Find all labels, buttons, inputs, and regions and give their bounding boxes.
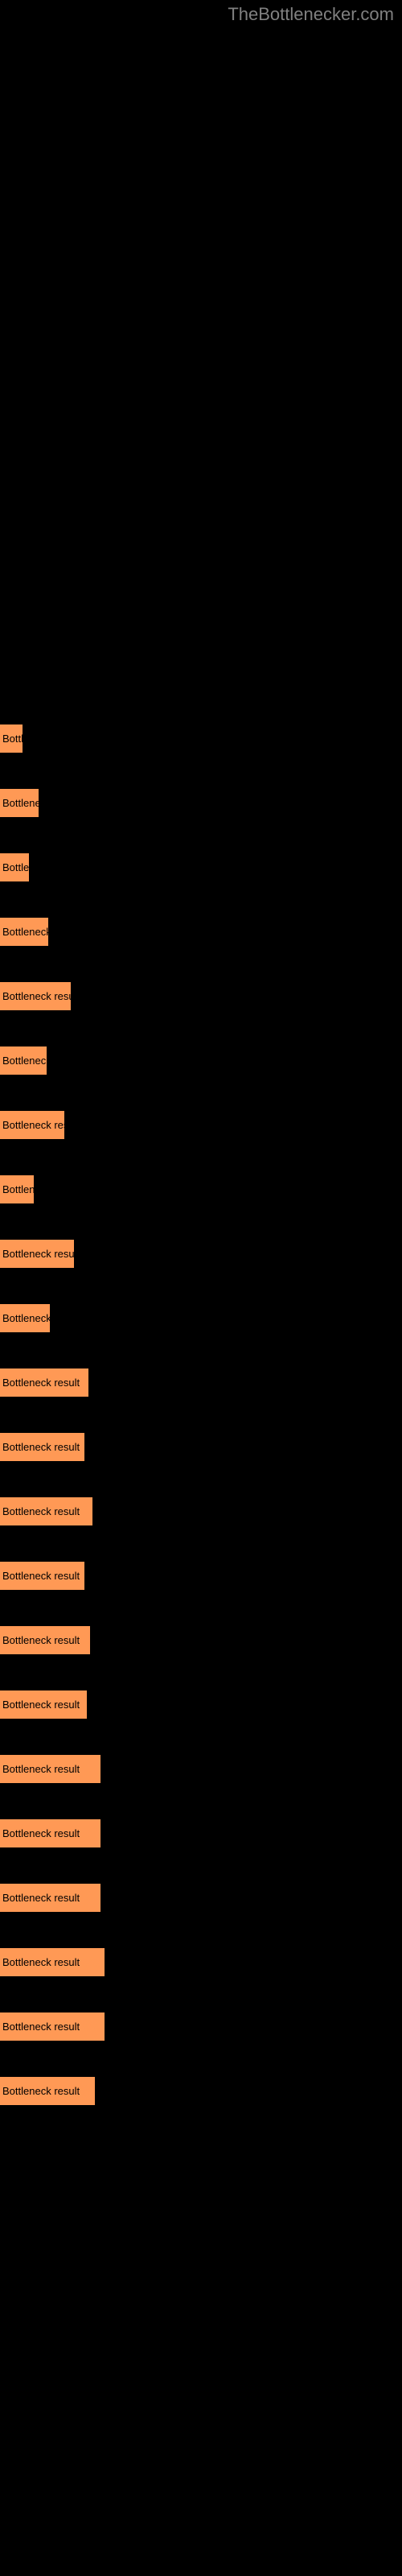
watermark-text: TheBottlenecker.com	[228, 4, 394, 25]
chart-bar: Bottleneck result	[0, 1240, 74, 1268]
chart-bar: Bottleneck result	[0, 1626, 90, 1654]
chart-bar: Bottleneck result	[0, 1046, 47, 1075]
chart-bar: Bottleneck result	[0, 1368, 88, 1397]
bar-row: Bottleneck result	[0, 1948, 402, 1976]
chart-bar: Bottleneck result	[0, 1562, 84, 1590]
bar-label: Bottleneck result	[2, 1634, 80, 1646]
chart-bar: Bottleneck result	[0, 1948, 105, 1976]
bar-label: Bottleneck result	[2, 1183, 34, 1195]
bar-label: Bottleneck result	[2, 1505, 80, 1517]
bar-row: Bottleneck result	[0, 1368, 402, 1397]
bar-row: Bottleneck result	[0, 1304, 402, 1332]
bar-label: Bottleneck result	[2, 861, 29, 873]
bar-label: Bottleneck result	[2, 1377, 80, 1389]
bar-row: Bottleneck result	[0, 789, 402, 817]
bar-row: Bottleneck result	[0, 1046, 402, 1075]
chart-bar: Bottleneck result	[0, 1304, 50, 1332]
bar-row: Bottleneck result	[0, 1562, 402, 1590]
bar-row: Bottleneck result	[0, 1626, 402, 1654]
chart-bar: Bottleneck result	[0, 2077, 95, 2105]
bar-row: Bottleneck result	[0, 853, 402, 881]
chart-bar: Bottleneck result	[0, 1175, 34, 1203]
bar-row: Bottleneck result	[0, 1497, 402, 1525]
bar-row: Bottleneck result	[0, 1433, 402, 1461]
bar-row: Bottleneck result	[0, 1755, 402, 1783]
chart-bar: Bottleneck result	[0, 2013, 105, 2041]
chart-bar: Bottleneck result	[0, 724, 23, 753]
bar-row: Bottleneck result	[0, 982, 402, 1010]
bar-label: Bottleneck result	[2, 797, 39, 809]
chart-bar: Bottleneck result	[0, 1497, 92, 1525]
bar-label: Bottleneck result	[2, 2021, 80, 2033]
bar-label: Bottleneck result	[2, 733, 23, 745]
chart-bar: Bottleneck result	[0, 982, 71, 1010]
chart-bar: Bottleneck result	[0, 1819, 100, 1847]
bar-row: Bottleneck result	[0, 2013, 402, 2041]
bar-row: Bottleneck result	[0, 1819, 402, 1847]
bar-label: Bottleneck result	[2, 1763, 80, 1775]
chart-bar: Bottleneck result	[0, 918, 48, 946]
bar-label: Bottleneck result	[2, 1892, 80, 1904]
chart-bar: Bottleneck result	[0, 1433, 84, 1461]
bar-row: Bottleneck result	[0, 1240, 402, 1268]
chart-bar: Bottleneck result	[0, 789, 39, 817]
bar-label: Bottleneck result	[2, 1055, 47, 1067]
bar-label: Bottleneck result	[2, 1119, 64, 1131]
bar-row: Bottleneck result	[0, 1175, 402, 1203]
bar-label: Bottleneck result	[2, 1827, 80, 1839]
bar-label: Bottleneck result	[2, 1570, 80, 1582]
bar-row: Bottleneck result	[0, 724, 402, 753]
bar-row: Bottleneck result	[0, 1111, 402, 1139]
bar-row: Bottleneck result	[0, 2077, 402, 2105]
bar-row: Bottleneck result	[0, 918, 402, 946]
chart-bar: Bottleneck result	[0, 1755, 100, 1783]
chart-bar: Bottleneck result	[0, 853, 29, 881]
bar-label: Bottleneck result	[2, 1248, 74, 1260]
bar-row: Bottleneck result	[0, 1690, 402, 1719]
bar-label: Bottleneck result	[2, 1956, 80, 1968]
bar-label: Bottleneck result	[2, 2085, 80, 2097]
bar-label: Bottleneck result	[2, 1699, 80, 1711]
chart-bar: Bottleneck result	[0, 1111, 64, 1139]
chart-bar: Bottleneck result	[0, 1884, 100, 1912]
bar-row: Bottleneck result	[0, 1884, 402, 1912]
bar-label: Bottleneck result	[2, 990, 71, 1002]
chart-container: Bottleneck result Bottleneck result Bottle…	[0, 0, 402, 2182]
bar-label: Bottleneck result	[2, 926, 48, 938]
bar-label: Bottleneck result	[2, 1441, 80, 1453]
bar-label: Bottleneck result	[2, 1312, 50, 1324]
chart-bar: Bottleneck result	[0, 1690, 87, 1719]
